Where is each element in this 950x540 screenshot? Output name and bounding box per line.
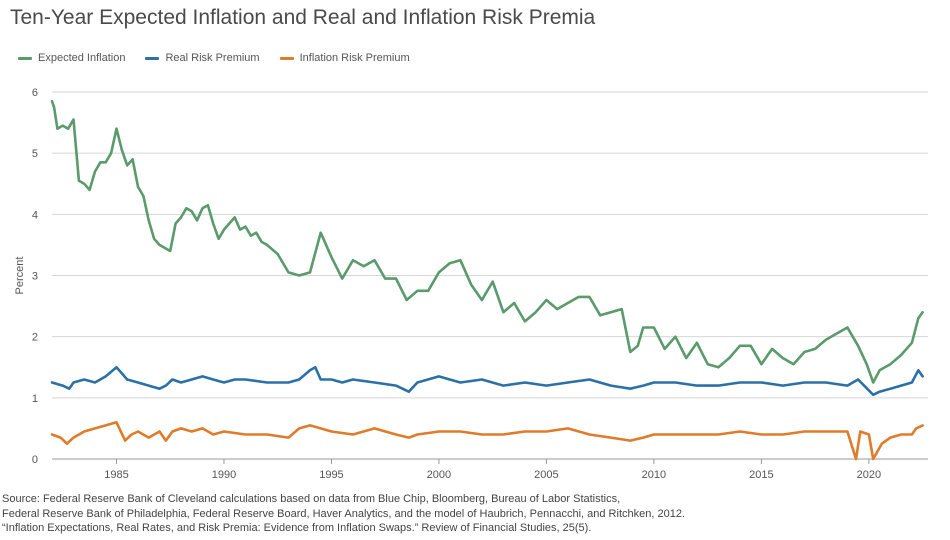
chart-title: Ten-Year Expected Inflation and Real and…	[10, 6, 596, 29]
series-line-real-risk-premium	[50, 365, 924, 397]
y-tick-label-2: 2	[32, 332, 38, 344]
legend-label-real-risk-premium: Real Risk Premium	[165, 52, 260, 64]
x-tick-label-1995: 1995	[319, 469, 343, 478]
source-line-3: “Inflation Expectations, Real Rates, and…	[2, 522, 592, 534]
source-note: Source: Federal Reserve Bank of Clevelan…	[2, 492, 685, 536]
x-tick-label-2020: 2020	[857, 469, 881, 478]
legend-label-inflation-risk-premium: Inflation Risk Premium	[299, 52, 410, 64]
x-tick-label-2005: 2005	[534, 469, 558, 478]
legend-swatch-real-risk-premium	[145, 56, 160, 60]
x-tick-label-2010: 2010	[642, 469, 666, 478]
y-tick-label-1: 1	[32, 393, 38, 405]
y-tick-label-0: 0	[32, 454, 38, 466]
line-chart: 0 1 2 3 4 5 6 1985 1990 1995 2000 2005 2010 2015 2020 P…	[14, 87, 928, 481]
series-line-expected-inflation	[50, 99, 924, 384]
source-line-1: Source: Federal Reserve Bank of Clevelan…	[2, 493, 621, 505]
chart-area: 0 1 2 3 4 5 6 1985 1990 1995 2000 2005 2010 2015 2020 P…	[0, 78, 950, 483]
x-tick-label-2015: 2015	[749, 469, 773, 478]
legend-swatch-expected-inflation	[18, 56, 32, 60]
legend-label-expected-inflation: Expected Inflation	[38, 52, 126, 64]
legend-item-inflation-risk-premium: Inflation Risk Premium	[279, 52, 410, 64]
source-line-2: Federal Reserve Bank of Philadelphia, Fe…	[2, 507, 685, 520]
legend-item-real-risk-premium: Real Risk Premium	[145, 52, 260, 64]
y-axis-label: Percent	[14, 257, 26, 295]
y-tick-label-6: 6	[32, 87, 38, 99]
x-tick-label-2000: 2000	[427, 469, 451, 478]
x-tick-label-1990: 1990	[212, 469, 236, 478]
legend-swatch-inflation-risk-premium	[279, 56, 294, 60]
y-tick-label-5: 5	[32, 148, 38, 160]
chart-legend: Expected Inflation Real Risk Premium Inf…	[18, 52, 430, 64]
y-tick-label-3: 3	[32, 271, 38, 283]
y-tick-label-4: 4	[32, 209, 38, 221]
x-tick-label-1985: 1985	[104, 469, 128, 478]
series-line-inflation-risk-premium	[50, 420, 924, 461]
legend-item-expected-inflation: Expected Inflation	[18, 52, 125, 64]
